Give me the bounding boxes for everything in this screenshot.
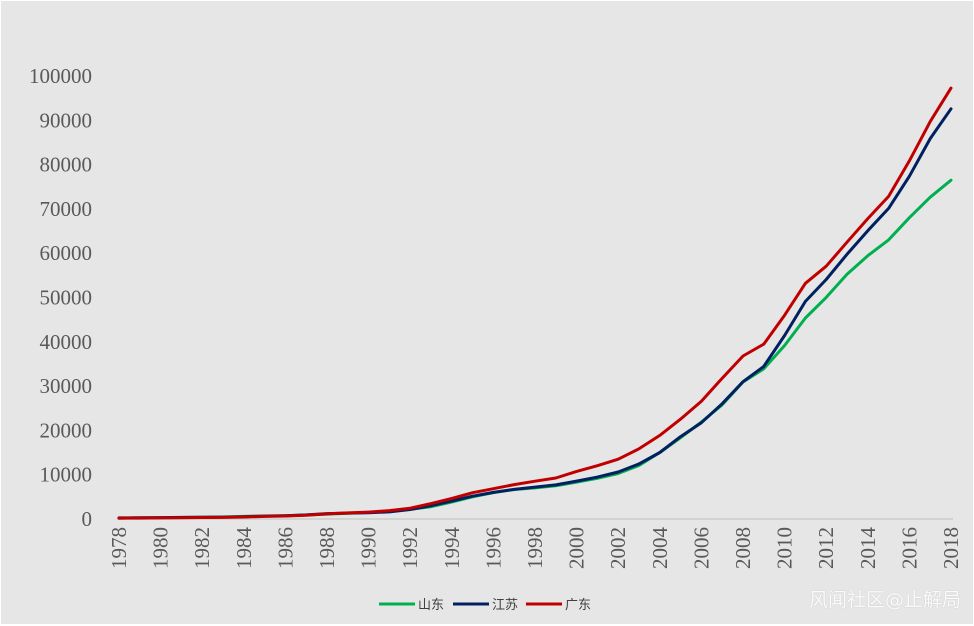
x-axis-ticks: 1978 1980 1982 1984 1986 1988 1990 1992 1994 1996… — [107, 527, 963, 570]
x-tick-label: 1980 — [149, 527, 173, 569]
y-tick-label: 100000 — [29, 64, 92, 88]
series-line — [117, 178, 953, 520]
y-axis-ticks: 0 10000 20000 30000 40000 50000 60000 70000 8000… — [29, 64, 92, 531]
y-tick-label: 60000 — [40, 241, 93, 265]
x-tick-label: 1986 — [273, 527, 297, 569]
x-tick-label: 1978 — [107, 527, 131, 569]
series-line — [117, 86, 953, 520]
x-tick-label: 1984 — [232, 527, 256, 570]
x-tick-label: 2012 — [814, 527, 838, 569]
y-tick-label: 30000 — [40, 374, 93, 398]
x-tick-label: 2004 — [648, 527, 672, 570]
x-tick-label: 2014 — [856, 527, 880, 570]
legend-label: 江苏 — [492, 597, 518, 613]
y-tick-label: 0 — [82, 507, 93, 531]
x-tick-label: 1988 — [315, 527, 339, 569]
x-tick-label: 2018 — [939, 527, 963, 569]
x-tick-label: 1992 — [398, 527, 422, 569]
y-tick-label: 90000 — [40, 108, 93, 132]
x-tick-label: 1982 — [190, 527, 214, 569]
y-tick-label: 80000 — [40, 153, 93, 177]
series-lines — [117, 86, 953, 520]
legend: 山东 江苏 广东 — [379, 597, 591, 613]
x-tick-label: 2016 — [897, 527, 921, 569]
y-tick-label: 20000 — [40, 418, 93, 442]
y-tick-label: 50000 — [40, 286, 93, 310]
x-tick-label: 1994 — [440, 527, 464, 570]
y-tick-label: 40000 — [40, 330, 93, 354]
legend-label: 广东 — [565, 598, 591, 613]
x-tick-label: 2010 — [773, 527, 797, 569]
x-tick-label: 2008 — [731, 527, 755, 569]
x-tick-label: 1996 — [481, 527, 505, 569]
x-tick-label: 1990 — [357, 527, 381, 569]
x-tick-label: 2006 — [689, 527, 713, 569]
y-tick-label: 10000 — [40, 463, 93, 487]
legend-label: 山东 — [418, 598, 444, 613]
y-tick-label: 70000 — [40, 197, 93, 221]
x-tick-label: 1998 — [523, 527, 547, 569]
x-tick-label: 2002 — [606, 527, 630, 569]
series-line — [117, 107, 953, 520]
watermark-text: 风闻社区@止解局 — [808, 589, 961, 611]
x-tick-label: 2000 — [565, 527, 589, 569]
